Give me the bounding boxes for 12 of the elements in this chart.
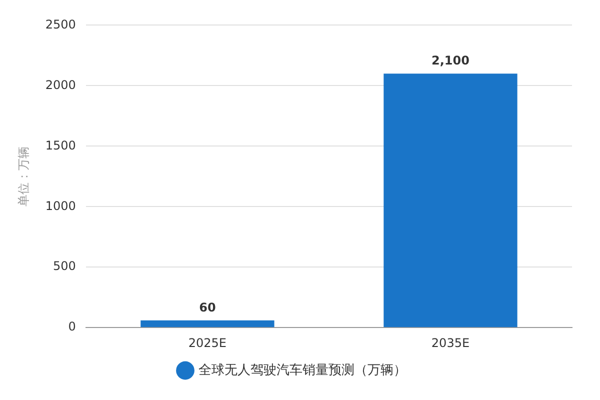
data-label: 2,100 (432, 54, 470, 68)
x-tick-label: 2035E (431, 336, 470, 350)
y-tick-label: 2000 (45, 78, 76, 92)
y-tick-label: 500 (53, 259, 76, 274)
y-tick-label: 2500 (45, 17, 76, 32)
legend-label: 全球无人驾驶汽车销量预测（万辆） (198, 362, 406, 378)
y-tick-label: 1500 (45, 138, 76, 152)
y-tick-label: 0 (68, 320, 76, 334)
x-tick-label: 2025E (188, 336, 227, 350)
y-axis-title: 单位：万辆 (16, 146, 30, 206)
data-label: 60 (199, 300, 216, 314)
y-tick-label: 1000 (45, 198, 76, 213)
